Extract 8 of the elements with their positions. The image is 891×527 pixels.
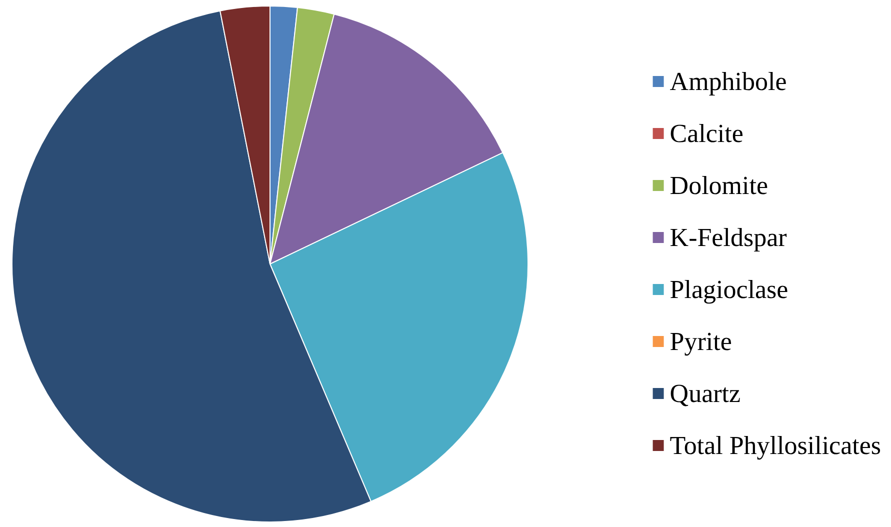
legend-label: Calcite bbox=[670, 119, 744, 148]
legend-label: Pyrite bbox=[670, 327, 732, 356]
legend-label: Quartz bbox=[670, 379, 741, 408]
legend-label: Amphibole bbox=[670, 67, 787, 96]
legend-label: Dolomite bbox=[670, 171, 768, 200]
legend-label: K-Feldspar bbox=[670, 223, 788, 252]
legend-label: Total Phyllosilicates bbox=[670, 431, 882, 460]
legend-label: Plagioclase bbox=[670, 275, 788, 304]
